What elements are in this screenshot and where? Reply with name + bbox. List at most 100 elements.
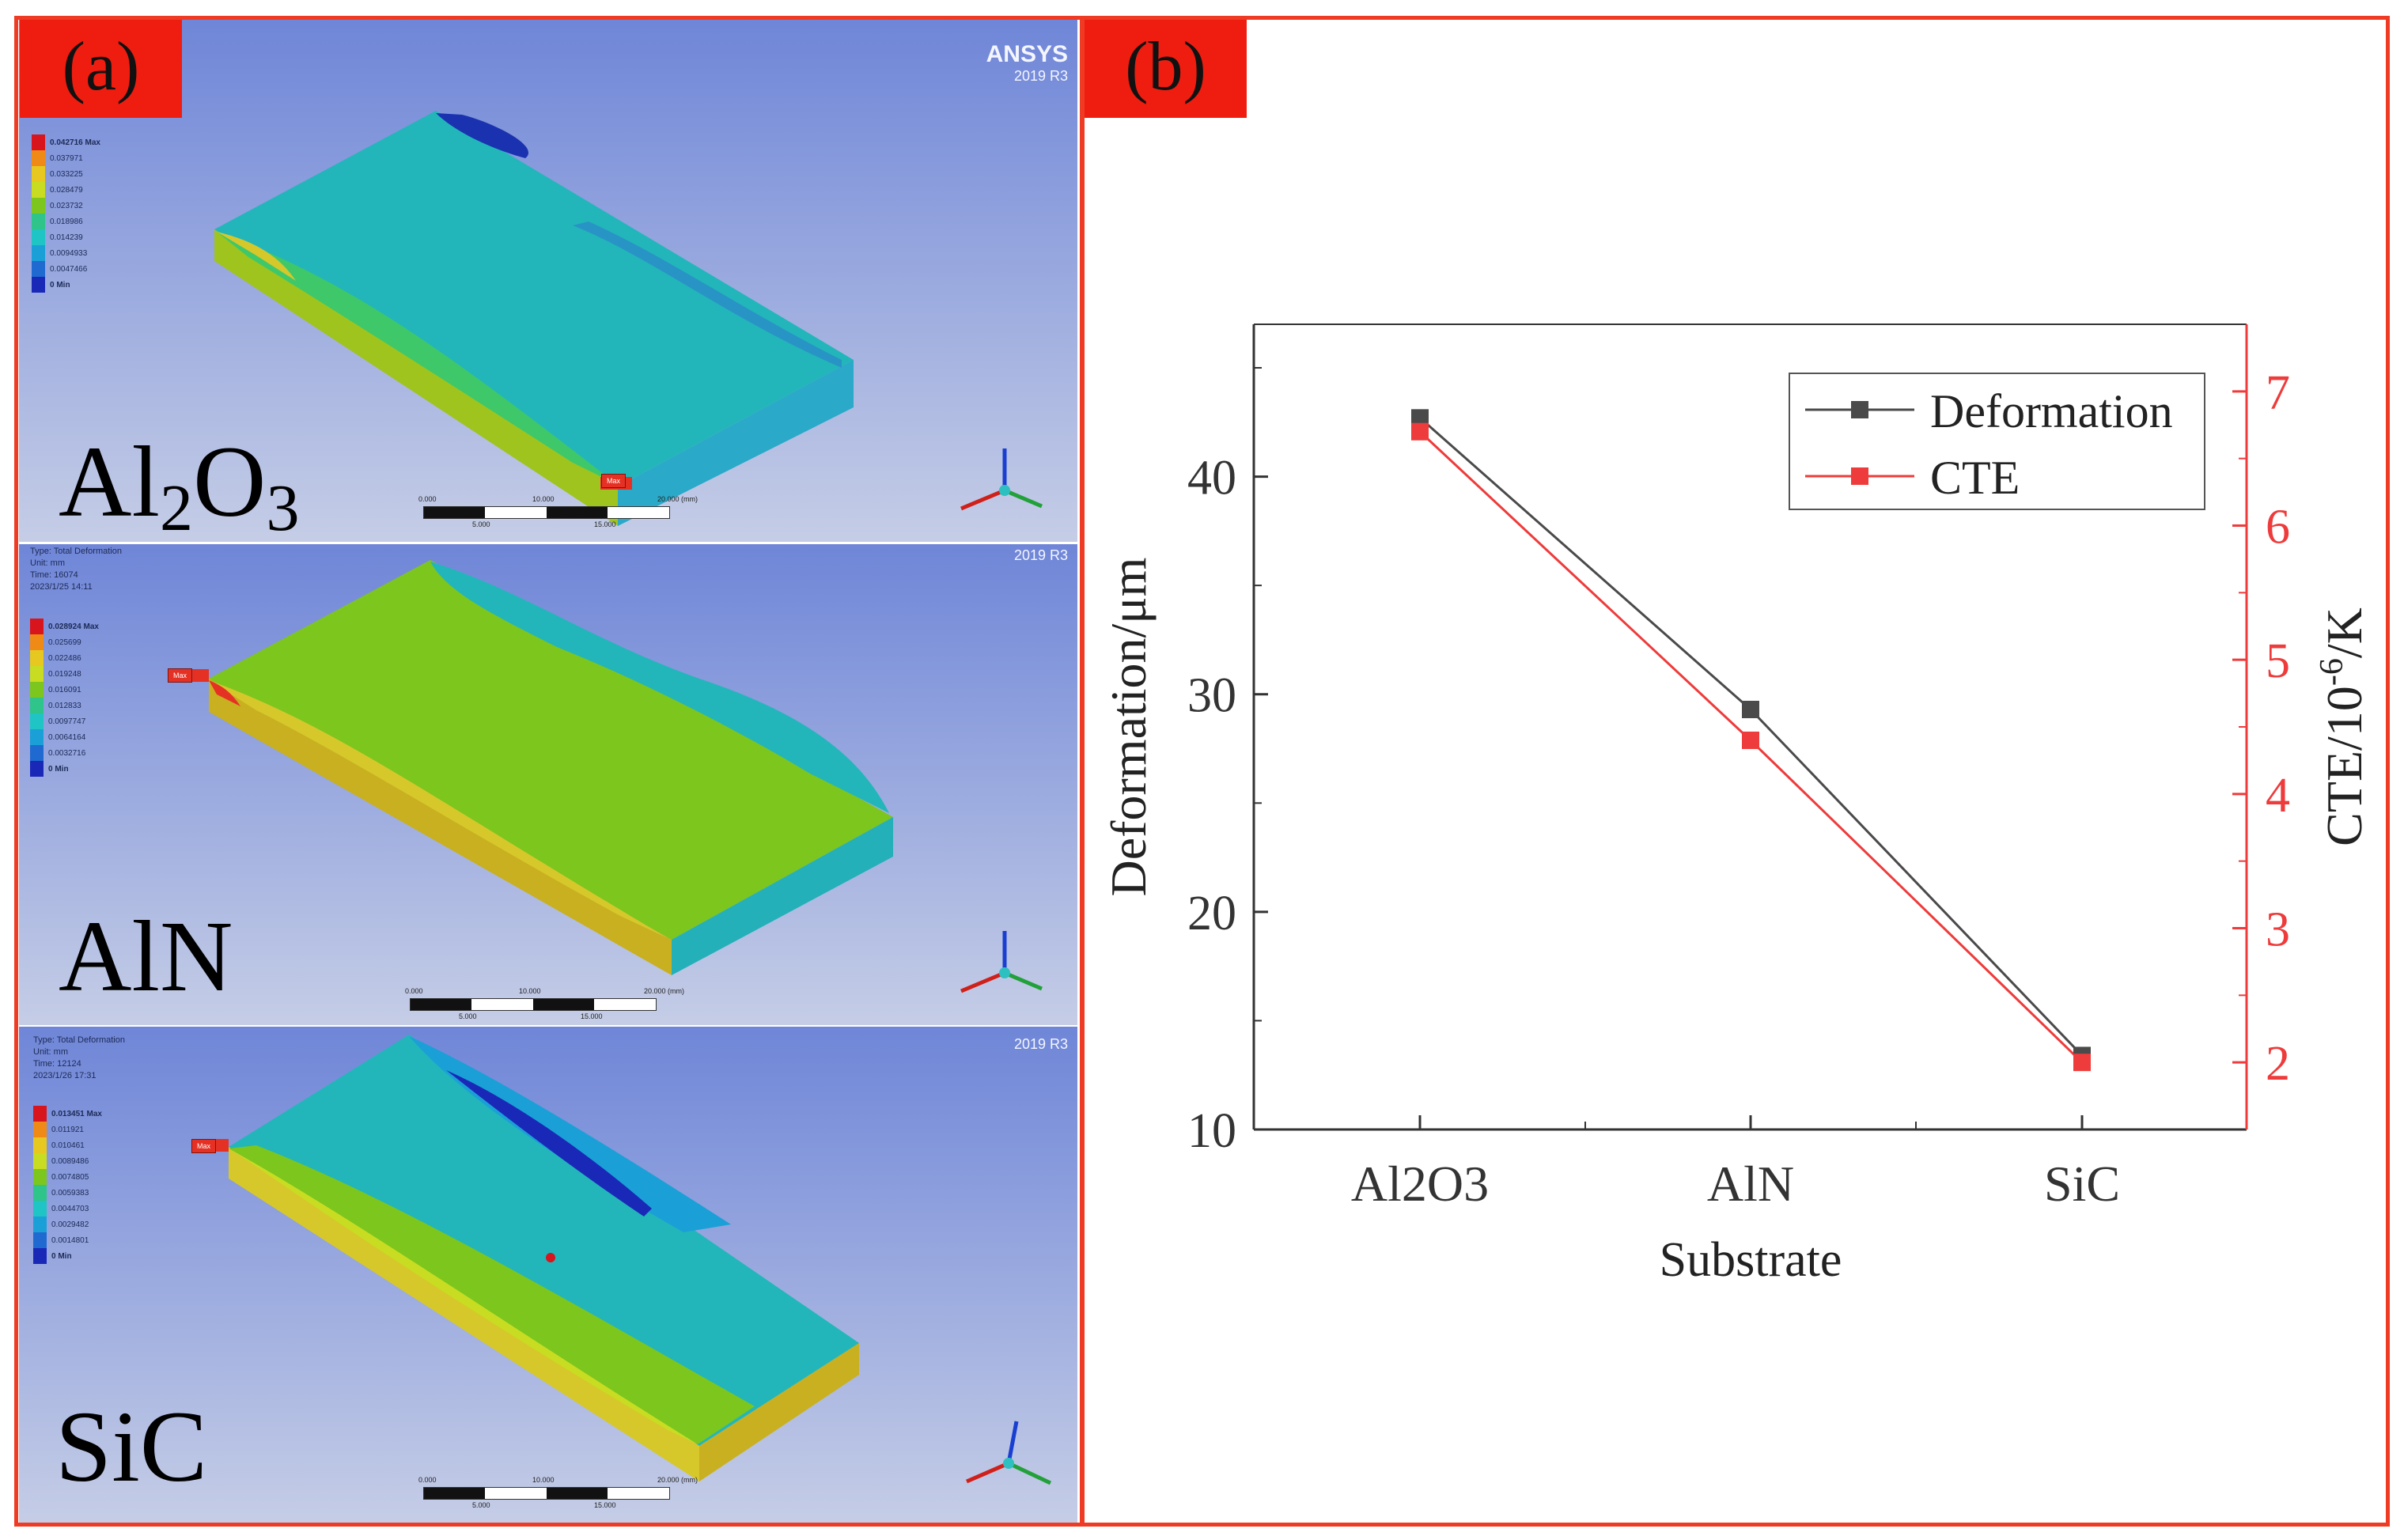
- ansys-logo-text: ANSYS: [986, 41, 1068, 67]
- legend-row: 0.0029482: [33, 1216, 102, 1232]
- panel-b-frame: [1081, 16, 2390, 1527]
- simulation-al2o3-render: [19, 20, 1077, 542]
- legend-value: 0.028479: [50, 185, 83, 195]
- legend-value: 0.014239: [50, 233, 83, 242]
- axis-triad-al2o3: [960, 448, 1043, 511]
- axis-triad-aln: [960, 931, 1043, 993]
- legend-value: 0.0029482: [51, 1220, 89, 1229]
- data-point-deformation: [1742, 700, 1759, 718]
- legend-swatch: [32, 229, 45, 245]
- legend-row: 0.0032716: [30, 745, 99, 761]
- legend-row: 0.033225: [32, 166, 100, 182]
- legend-row: 0.037971: [32, 150, 100, 166]
- legend-row: 0.0097747: [30, 713, 99, 729]
- legend-value: 0 Min: [51, 1251, 72, 1261]
- legend-value: 0.0047466: [50, 264, 88, 274]
- legend-swatch: [33, 1201, 47, 1216]
- legend-value: 0.028924 Max: [48, 622, 99, 631]
- legend-row: 0.028924 Max: [30, 619, 99, 634]
- y-tick-label-left: 20: [1187, 887, 1236, 940]
- max-tag-sic: Max: [191, 1139, 217, 1153]
- legend-row: 0.0047466: [32, 261, 100, 277]
- legend-value: 0 Min: [48, 764, 69, 774]
- material-label-al2o3: Al2O3: [59, 426, 300, 545]
- version-aln: 2019 R3: [1013, 547, 1068, 563]
- panel-a-label: (a): [20, 20, 182, 118]
- legend-row: 0.010461: [33, 1137, 102, 1153]
- legend-value: 0.042716 Max: [50, 138, 100, 147]
- legend-swatch: [32, 198, 45, 214]
- legend-row: 0.0064164: [30, 729, 99, 745]
- data-point-cte: [1411, 422, 1429, 441]
- legend-swatch: [32, 134, 45, 150]
- legend-value: 0.037971: [50, 153, 83, 163]
- legend-value: 0.019248: [48, 669, 81, 679]
- legend-swatch: [32, 182, 45, 198]
- scale-bar-aln: 0.000 10.000 20.000 (mm) 5.000 15.000: [405, 987, 685, 1020]
- x-tick-label: AlN: [1707, 1156, 1794, 1212]
- data-point-cte: [1742, 731, 1759, 749]
- scale-bar-al2o3: 0.000 10.000 20.000 (mm) 5.000 15.000: [418, 495, 698, 528]
- ansys-version: 2019 R3: [1013, 68, 1068, 84]
- legend-value: 0.0032716: [48, 748, 86, 758]
- legend-row: 0.0089486: [33, 1153, 102, 1169]
- legend-row: 0.016091: [30, 682, 99, 698]
- max-tag-al2o3: Max: [601, 474, 627, 488]
- legend-swatch: [32, 214, 45, 229]
- legend-swatch: [32, 261, 45, 277]
- legend-swatch: [30, 713, 44, 729]
- legend-row: 0.019248: [30, 666, 99, 682]
- data-point-cte: [2073, 1054, 2091, 1072]
- legend-swatch: [30, 729, 44, 745]
- material-label-sic: SiC: [55, 1391, 208, 1503]
- legend-value: 0.0074805: [51, 1172, 89, 1182]
- y-tick-label-right: 4: [2266, 769, 2290, 823]
- simulation-al2o3: [19, 20, 1077, 542]
- legend-swatch: [30, 634, 44, 650]
- y-axis-title-right: CTE/10-6/K: [2314, 607, 2372, 846]
- chart-legend-box: [1789, 373, 2205, 510]
- legend-aln: 0.028924 Max 0.025699 0.022486 0.019248 0.01…: [30, 619, 99, 777]
- legend-swatch: [30, 666, 44, 682]
- legend-swatch: [30, 619, 44, 634]
- legend-row: 0.0044703: [33, 1201, 102, 1216]
- info-aln: Type: Total Deformation Unit: mm Time: 1…: [30, 547, 122, 592]
- max-tag-aln: Max: [168, 668, 193, 683]
- legend-swatch: [30, 698, 44, 713]
- legend-al2o3: 0.042716 Max 0.037971 0.033225 0.028479 0.02…: [32, 134, 100, 293]
- simulation-aln: [19, 544, 1077, 1025]
- y-tick-label-left: 30: [1187, 669, 1236, 723]
- legend-value: 0.013451 Max: [51, 1109, 102, 1118]
- x-tick-label: SiC: [2044, 1156, 2120, 1212]
- legend-value: 0 Min: [50, 280, 70, 289]
- legend-row: 0 Min: [33, 1248, 102, 1264]
- simulation-aln-render: [19, 544, 1077, 1025]
- material-label-aln: AlN: [59, 900, 233, 1012]
- legend-value: 0.012833: [48, 701, 81, 710]
- legend-value: 0.0044703: [51, 1204, 89, 1213]
- legend-value: 0.0094933: [50, 248, 88, 258]
- y-axis-title-left: Deformation/μm: [1100, 558, 1157, 897]
- scale-bar-sic: 0.000 10.000 20.000 (mm) 5.000 15.000: [418, 1476, 698, 1509]
- legend-swatch: [33, 1106, 47, 1122]
- legend-swatch: [32, 277, 45, 293]
- legend-row: 0.042716 Max: [32, 134, 100, 150]
- legend-row: 0.0074805: [33, 1169, 102, 1185]
- legend-row: 0.022486: [30, 650, 99, 666]
- legend-value: 0.0089486: [51, 1156, 89, 1166]
- legend-swatch: [32, 150, 45, 166]
- legend-row: 0.0094933: [32, 245, 100, 261]
- legend-value: 0.022486: [48, 653, 81, 663]
- legend-value: 0.010461: [51, 1141, 85, 1150]
- legend-value: 0.0014801: [51, 1235, 89, 1245]
- legend-swatch: [33, 1169, 47, 1185]
- legend-value: 0.0064164: [48, 732, 86, 742]
- legend-row: 0.0014801: [33, 1232, 102, 1248]
- legend-row: 0.014239: [32, 229, 100, 245]
- legend-sic: 0.013451 Max 0.011921 0.010461 0.0089486 0.0…: [33, 1106, 102, 1264]
- x-axis-title: Substrate: [1660, 1233, 1842, 1287]
- legend-swatch: [32, 245, 45, 261]
- y-tick-label-right: 3: [2266, 903, 2290, 957]
- legend-row: 0.028479: [32, 182, 100, 198]
